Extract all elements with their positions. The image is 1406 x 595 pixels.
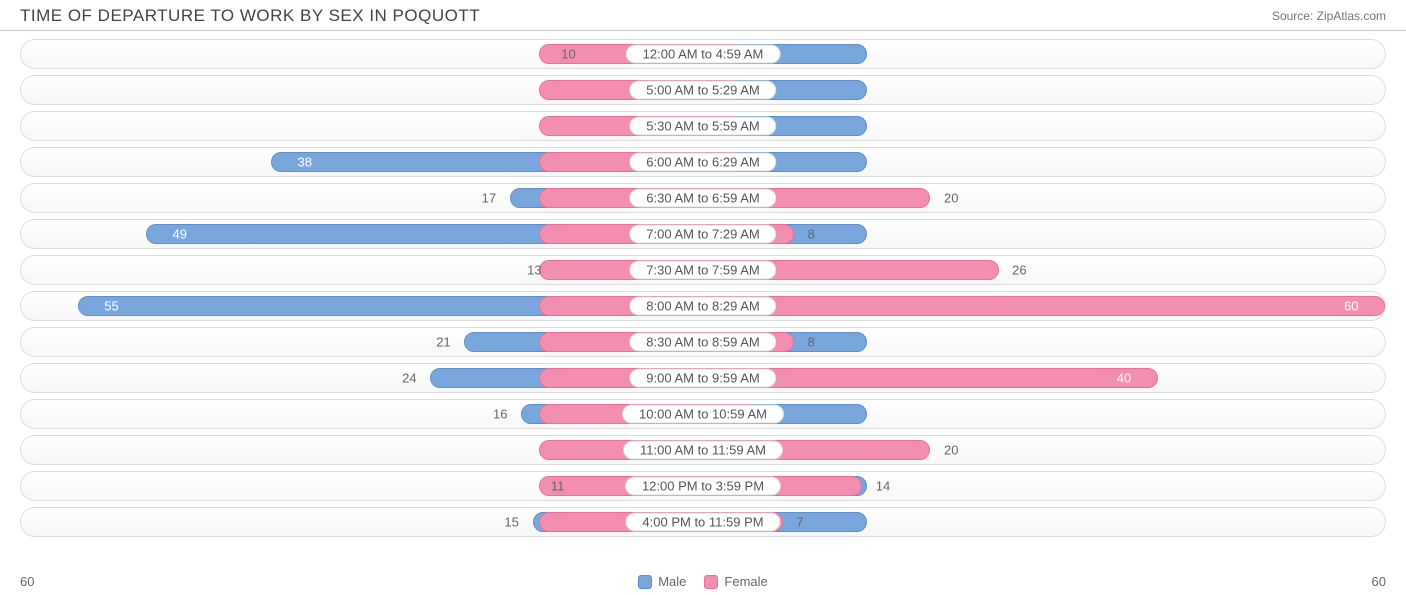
- legend-female: Female: [704, 574, 767, 589]
- chart-source: Source: ZipAtlas.com: [1272, 9, 1386, 23]
- chart-row: 12:00 AM to 4:59 AM100: [20, 39, 1386, 69]
- legend: Male Female: [638, 574, 768, 589]
- male-value: 21: [436, 335, 450, 350]
- male-value: 17: [482, 191, 496, 206]
- chart-header: TIME OF DEPARTURE TO WORK BY SEX IN POQU…: [0, 0, 1406, 31]
- chart-row: 6:30 AM to 6:59 AM 17 20: [20, 183, 1386, 213]
- chart-row: 8:30 AM to 8:59 AM 21 8: [20, 327, 1386, 357]
- chart-title: TIME OF DEPARTURE TO WORK BY SEX IN POQU…: [20, 6, 480, 26]
- axis-left-max: 60: [20, 574, 34, 589]
- chart-row: 5:00 AM to 5:29 AM00: [20, 75, 1386, 105]
- row-category-label: 12:00 AM to 4:59 AM: [626, 45, 781, 64]
- chart-row: 9:00 AM to 9:59 AM 24 40: [20, 363, 1386, 393]
- row-category-label: 4:00 PM to 11:59 PM: [625, 513, 780, 532]
- legend-female-label: Female: [724, 574, 767, 589]
- female-value: 26: [1012, 263, 1026, 278]
- female-value: 8: [808, 227, 815, 242]
- male-value: 38: [298, 155, 312, 170]
- row-category-label: 5:30 AM to 5:59 AM: [629, 117, 776, 136]
- row-category-label: 12:00 PM to 3:59 PM: [625, 477, 781, 496]
- legend-male-label: Male: [658, 574, 686, 589]
- chart-row: 10:00 AM to 10:59 AM165: [20, 399, 1386, 429]
- row-category-label: 6:00 AM to 6:29 AM: [629, 153, 776, 172]
- male-value: 13: [527, 263, 541, 278]
- chart-row: 8:00 AM to 8:29 AM 55 60: [20, 291, 1386, 321]
- legend-male: Male: [638, 574, 686, 589]
- male-value: 16: [493, 407, 507, 422]
- female-value: 60: [1344, 299, 1358, 314]
- row-category-label: 5:00 AM to 5:29 AM: [629, 81, 776, 100]
- male-value: 15: [504, 515, 518, 530]
- chart-row: 5:30 AM to 5:59 AM31: [20, 111, 1386, 141]
- legend-male-swatch: [638, 575, 652, 589]
- axis-right-max: 60: [1372, 574, 1386, 589]
- row-category-label: 9:00 AM to 9:59 AM: [629, 369, 776, 388]
- row-category-label: 7:30 AM to 7:59 AM: [629, 261, 776, 280]
- row-category-label: 6:30 AM to 6:59 AM: [629, 189, 776, 208]
- male-value: 10: [561, 47, 575, 62]
- female-value: 14: [876, 479, 890, 494]
- row-category-label: 11:00 AM to 11:59 AM: [623, 441, 783, 460]
- row-category-label: 8:30 AM to 8:59 AM: [629, 333, 776, 352]
- female-value: 8: [808, 335, 815, 350]
- chart-row: 7:30 AM to 7:59 AM 13 26: [20, 255, 1386, 285]
- chart-row: 4:00 PM to 11:59 PM 15 7: [20, 507, 1386, 537]
- chart-row: 12:00 PM to 3:59 PM 11 14: [20, 471, 1386, 501]
- row-category-label: 8:00 AM to 8:29 AM: [629, 297, 776, 316]
- chart-row: 6:00 AM to 6:29 AM383: [20, 147, 1386, 177]
- female-value: 20: [944, 191, 958, 206]
- row-category-label: 10:00 AM to 10:59 AM: [622, 405, 784, 424]
- male-value: 11: [551, 479, 565, 494]
- female-value: 40: [1117, 371, 1131, 386]
- male-value: 55: [104, 299, 118, 314]
- chart-row: 7:00 AM to 7:29 AM 49 8: [20, 219, 1386, 249]
- chart-row: 11:00 AM to 11:59 AM020: [20, 435, 1386, 465]
- female-value: 7: [796, 515, 803, 530]
- legend-female-swatch: [704, 575, 718, 589]
- chart-area: 12:00 AM to 4:59 AM1005:00 AM to 5:29 AM…: [0, 31, 1406, 537]
- male-value: 49: [173, 227, 187, 242]
- row-category-label: 7:00 AM to 7:29 AM: [629, 225, 776, 244]
- female-value: 20: [944, 443, 958, 458]
- chart-footer: 60 Male Female 60: [20, 574, 1386, 589]
- male-value: 24: [402, 371, 416, 386]
